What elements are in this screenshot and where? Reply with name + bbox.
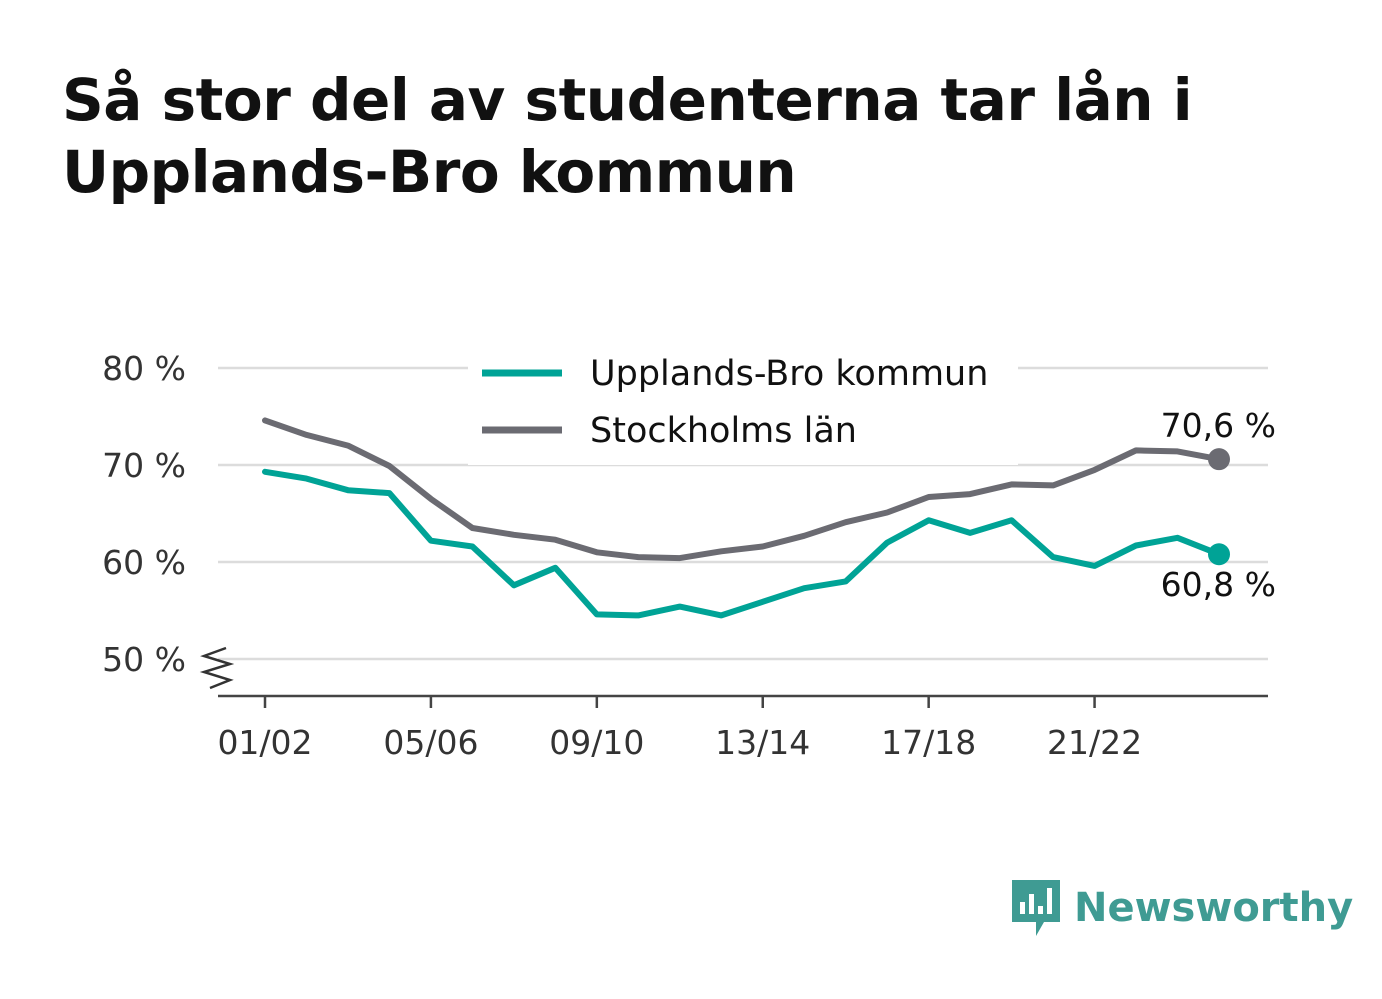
series-end-point: [1208, 543, 1230, 566]
y-axis-labels: 50 % 60 % 70 % 80 %: [102, 349, 186, 679]
x-tick-label: 09/10: [549, 723, 644, 762]
legend: Upplands-Bro kommun Stockholms län: [468, 345, 1018, 465]
series-end-label: 60,8 %: [1161, 565, 1276, 604]
newsworthy-brand: Newsworthy: [1010, 876, 1353, 940]
y-tick-label: 70 %: [102, 446, 186, 485]
legend-label: Stockholms län: [590, 411, 857, 451]
x-tick-label: 05/06: [383, 723, 478, 762]
x-tick-label: 21/22: [1047, 723, 1142, 762]
series-lines: [262, 417, 1230, 619]
x-tick-label: 17/18: [881, 723, 976, 762]
series-line: [262, 417, 1222, 562]
x-tick-label: 01/02: [217, 723, 312, 762]
axis-break-icon: [199, 646, 235, 690]
series-line: [262, 468, 1222, 619]
legend-background: [468, 345, 1018, 465]
y-tick-label: 60 %: [102, 543, 186, 582]
y-tick-label: 80 %: [102, 349, 186, 388]
newsworthy-logo-icon: [1012, 880, 1060, 936]
brand-name: Newsworthy: [1074, 885, 1354, 931]
end-labels: 60,8 % 70,6 %: [1161, 406, 1276, 604]
x-axis-labels: 01/02 05/06 09/10 13/14 17/18 21/22: [217, 723, 1142, 762]
x-axis: [218, 694, 1268, 708]
chart-title: Så stor del av studenterna tar lån i Upp…: [62, 66, 1193, 206]
y-tick-label: 50 %: [102, 640, 186, 679]
legend-label: Upplands-Bro kommun: [590, 354, 988, 394]
series-end-point: [1208, 448, 1230, 471]
x-tick-label: 13/14: [715, 723, 810, 762]
series-end-label: 70,6 %: [1161, 406, 1276, 445]
